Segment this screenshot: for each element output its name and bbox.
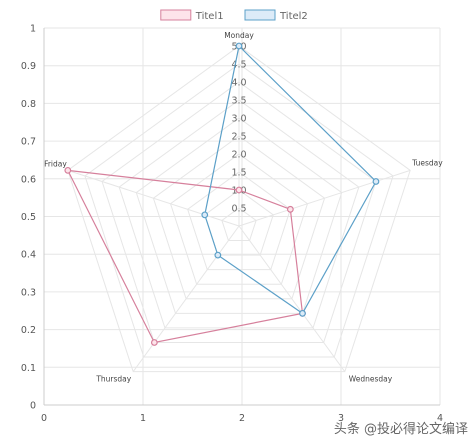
radial-tick-label: 2.0	[231, 150, 246, 161]
radar-grid	[67, 45, 411, 373]
y-tick-label: 0.4	[21, 250, 36, 261]
radar-grid-ring	[101, 81, 377, 343]
y-tick-label: 0	[30, 401, 36, 412]
y-tick-label: 0.2	[21, 325, 36, 336]
series-point	[201, 211, 209, 219]
radar-grid-ring	[204, 189, 274, 256]
radar-grid-ring	[169, 153, 309, 285]
radar-spoke	[238, 225, 346, 372]
legend-label: Titel2	[279, 11, 308, 22]
x-tick-label: 4	[437, 413, 443, 424]
y-tick-label: 0.5	[21, 212, 36, 223]
category-labels: Monday Tuesday Wednesday Thursday Friday	[44, 31, 443, 384]
category-label: Wednesday	[349, 375, 393, 384]
series-point	[235, 186, 243, 194]
x-tick-label: 3	[338, 413, 344, 424]
radial-tick-label: 3.0	[231, 114, 246, 125]
radar-spokes	[67, 46, 411, 372]
legend-swatch	[160, 9, 192, 21]
y-axis-ticks: 0 0.1 0.2 0.3 0.4 0.5 0.6 0.7 0.8 0.9 1	[21, 24, 36, 412]
radial-tick-label: 1.5	[231, 168, 246, 179]
category-label: Monday	[224, 31, 254, 40]
watermark-text: 头条 @投必得论文编译	[334, 421, 468, 437]
y-tick-label: 0.6	[21, 174, 36, 185]
radial-tick-label: 0.5	[231, 204, 246, 215]
y-tick-label: 0.9	[21, 61, 36, 72]
legend-label: Titel1	[195, 11, 224, 22]
series-line	[204, 44, 377, 315]
legend: Titel1 Titel2	[160, 9, 308, 22]
y-tick-label: 0.7	[21, 137, 36, 148]
radar-grid-ring	[152, 135, 326, 300]
radar-spoke	[132, 225, 240, 372]
series-point	[299, 309, 306, 317]
radial-tick-label: 2.5	[231, 132, 246, 143]
radar-spoke	[238, 169, 411, 227]
series-point	[64, 166, 72, 174]
radar-spoke	[67, 169, 240, 227]
x-tick-label: 1	[140, 413, 146, 424]
x-tick-label: 0	[41, 413, 47, 424]
y-tick-label: 0.8	[21, 99, 36, 110]
radar-grid-ring	[67, 45, 411, 373]
legend-swatch	[244, 9, 276, 21]
y-tick-label: 1	[30, 24, 36, 35]
series-point	[150, 339, 158, 346]
radar-grid-ring	[221, 207, 257, 242]
y-tick-label: 0.3	[21, 287, 36, 298]
y-tick-label: 0.1	[21, 363, 36, 374]
category-label: Thursday	[95, 375, 131, 384]
category-label: Tuesday	[411, 158, 443, 167]
radar-grid-ring	[84, 63, 394, 358]
x-tick-label: 2	[239, 413, 245, 424]
radar-grid-ring	[118, 99, 360, 329]
radial-tick-label: 4.0	[231, 78, 246, 89]
category-label: Friday	[44, 159, 67, 168]
radial-tick-label: 4.5	[231, 60, 246, 71]
series-point	[372, 178, 380, 185]
series-point	[235, 42, 243, 50]
series-line	[66, 169, 304, 344]
series-point	[214, 251, 222, 259]
x-axis-ticks: 0 1 2 3 4	[41, 413, 443, 424]
series-point	[286, 205, 294, 213]
series-layer	[64, 42, 380, 346]
radial-tick-label: 3.5	[231, 96, 246, 107]
